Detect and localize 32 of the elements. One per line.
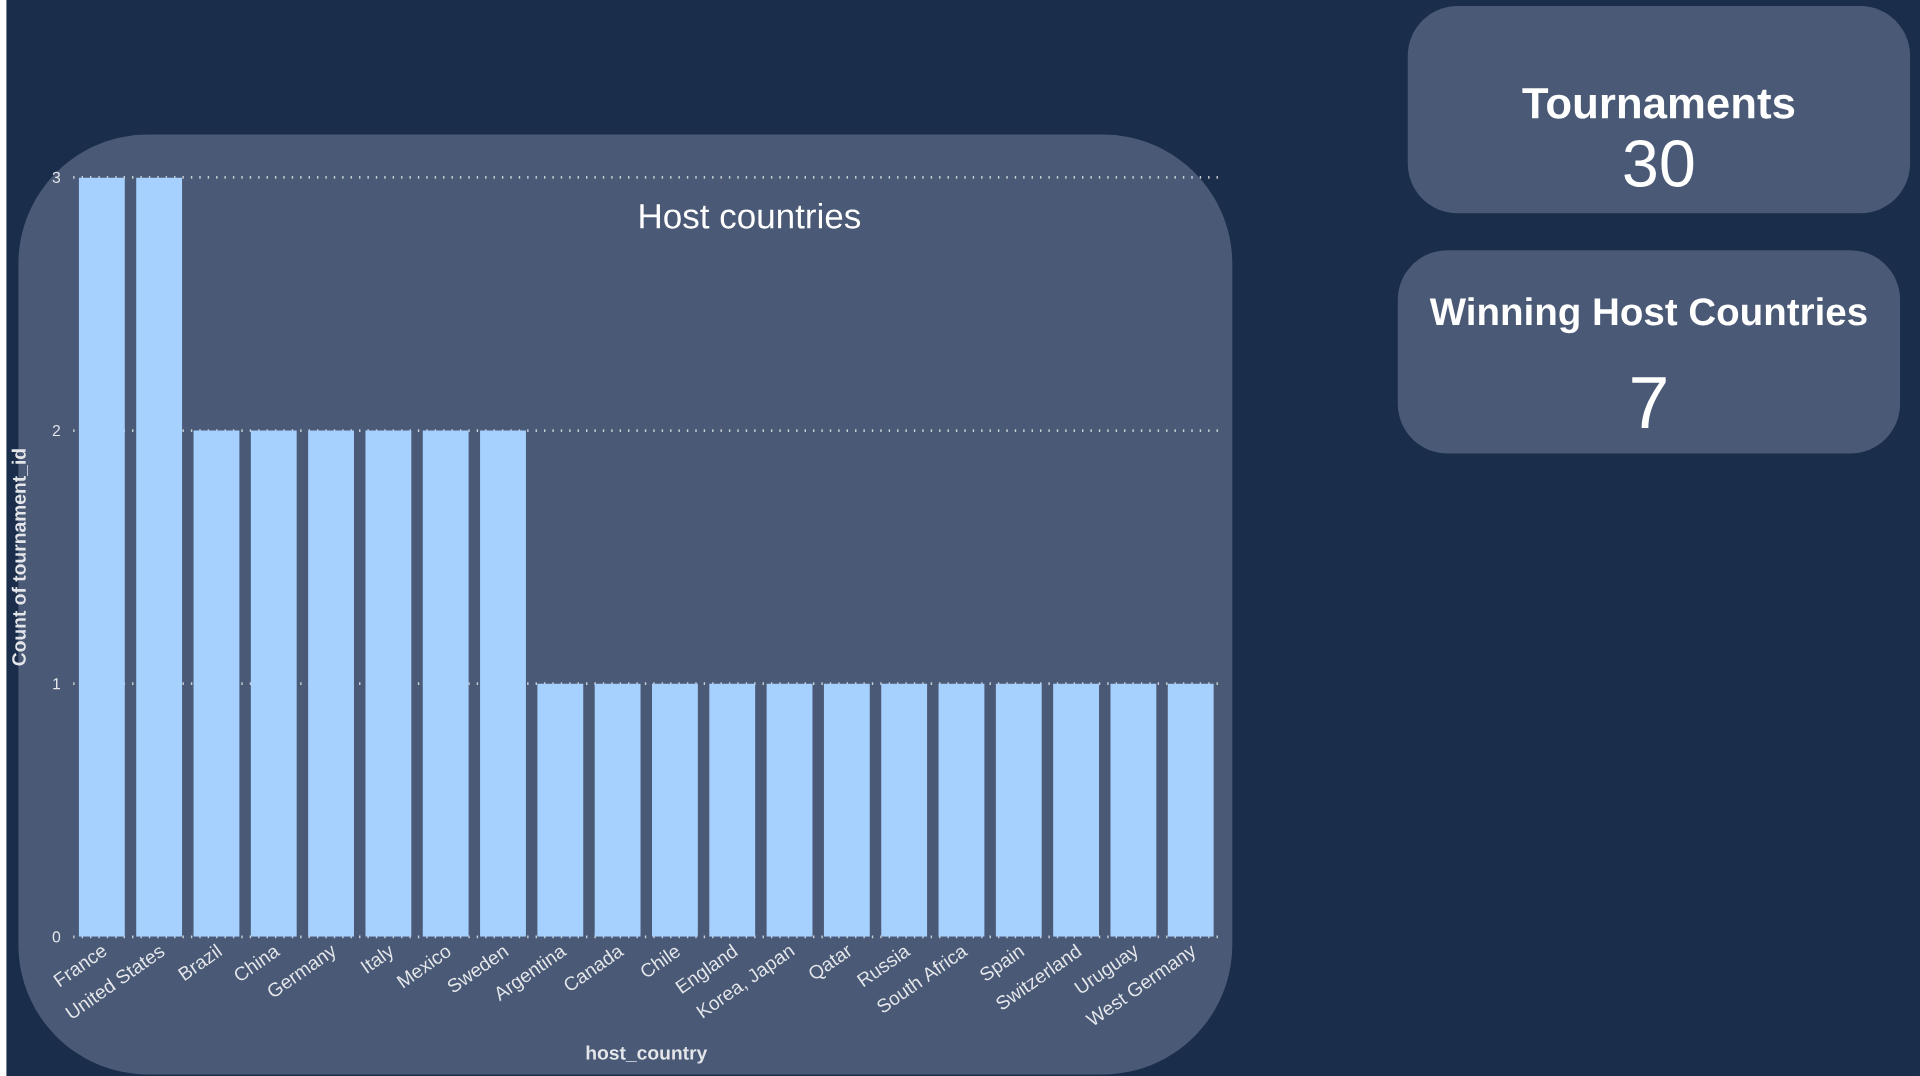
x-tick-label: Italy <box>360 945 393 974</box>
y-tick-label: 2 <box>52 424 61 436</box>
bar <box>480 430 526 937</box>
bar <box>78 177 125 937</box>
y-axis-title: Count of tournament_id <box>11 449 28 666</box>
bar <box>193 430 240 937</box>
text: Winning Host Countries <box>1429 296 1867 334</box>
y-tick-label: 3 <box>52 171 61 183</box>
y-tick-label: 0 <box>52 931 61 943</box>
bar <box>709 683 756 937</box>
text: 30 <box>1624 139 1694 187</box>
bar <box>365 430 412 937</box>
bar <box>823 683 870 937</box>
bar <box>308 430 354 937</box>
bar <box>250 430 297 937</box>
bar <box>938 683 985 937</box>
bar <box>766 683 813 937</box>
bar <box>1110 683 1157 937</box>
bar <box>652 683 698 937</box>
bar <box>995 683 1042 937</box>
bar <box>422 430 469 937</box>
text: Tournaments <box>1522 87 1795 119</box>
bar <box>537 683 584 937</box>
bar <box>1053 683 1100 937</box>
bar <box>594 683 641 937</box>
text: 7 <box>1632 377 1666 428</box>
x-axis-title: host_country <box>586 1045 708 1064</box>
bar <box>136 177 183 937</box>
bar <box>881 683 928 937</box>
text: Host countries <box>640 202 861 229</box>
bar <box>1167 683 1214 937</box>
y-tick-label: 1 <box>53 678 61 689</box>
